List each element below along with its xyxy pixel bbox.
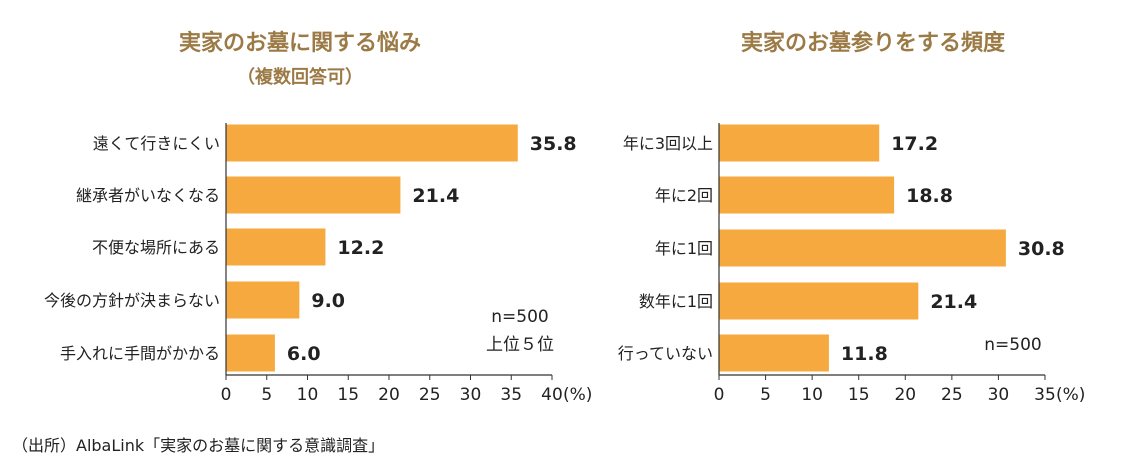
worries-bar (226, 228, 326, 266)
visits-value-label: 17.2 (891, 133, 938, 155)
worries-category-label: 遠くて行きにくい (93, 134, 220, 153)
worries-category-label: 不便な場所にある (92, 238, 220, 257)
visits-category-label: 年に3回以上 (623, 134, 713, 153)
visits-bar (719, 334, 829, 372)
worries-x-tick-label: 40 (541, 385, 563, 405)
worries-unit-label: (%) (563, 385, 592, 405)
worries-x-tick-label: 25 (419, 385, 441, 405)
visits-unit-label: (%) (1056, 385, 1085, 405)
worries-bar (226, 281, 300, 319)
worries-x-tick-label: 35 (500, 385, 522, 405)
worries-x-tick-label: 15 (337, 385, 359, 405)
visits-bar (719, 124, 880, 162)
worries-value-label: 21.4 (412, 185, 459, 207)
visits-value-label: 18.8 (906, 185, 953, 207)
worries-category-label: 今後の方針が決まらない (44, 291, 220, 310)
worries-chart-subtitle: （複数回答可） (237, 66, 363, 88)
visits-category-label: 行っていない (618, 344, 713, 363)
visits-x-tick-label: 5 (760, 385, 771, 405)
source-note: （出所）AlbaLink「実家のお墓に関する意識調査」 (12, 436, 385, 455)
worries-bar (226, 176, 401, 214)
worries-value-label: 12.2 (337, 237, 384, 259)
visits-bar (719, 176, 895, 214)
visits-bar (719, 229, 1006, 267)
visits-note: n=500 (984, 335, 1041, 355)
visits-x-tick-label: 10 (801, 385, 823, 405)
worries-category-label: 手入れに手間がかかる (60, 344, 220, 363)
visits-category-label: 数年に1回 (639, 292, 713, 311)
visits-x-tick-label: 35 (1034, 385, 1056, 405)
worries-category-label: 継承者がいなくなる (76, 186, 220, 205)
visits-bar (719, 282, 919, 320)
worries-bar (226, 334, 275, 372)
visits-x-tick-label: 0 (714, 385, 725, 405)
visits-value-label: 11.8 (841, 343, 888, 365)
worries-bar (226, 124, 518, 162)
visits-value-label: 21.4 (930, 291, 977, 313)
worries-chart-title: 実家のお墓に関する悩み (179, 30, 421, 56)
worries-value-label: 6.0 (287, 343, 321, 365)
visits-category-label: 年に1回 (655, 239, 713, 258)
visits-x-tick-label: 25 (941, 385, 963, 405)
visits-x-tick-label: 20 (894, 385, 916, 405)
visits-value-label: 30.8 (1018, 238, 1065, 260)
worries-x-tick-label: 0 (221, 385, 232, 405)
visits-x-tick-label: 30 (988, 385, 1010, 405)
worries-x-tick-label: 20 (378, 385, 400, 405)
worries-x-tick-label: 5 (261, 385, 272, 405)
visits-x-tick-label: 15 (848, 385, 870, 405)
worries-x-tick-label: 30 (460, 385, 482, 405)
worries-note: 上位５位 (486, 335, 554, 355)
worries-note: n=500 (491, 307, 548, 327)
worries-value-label: 35.8 (530, 133, 577, 155)
visits-chart-title: 実家のお墓参りをする頻度 (741, 30, 1006, 56)
worries-value-label: 9.0 (311, 290, 345, 312)
visits-category-label: 年に2回 (655, 186, 713, 205)
worries-x-tick-label: 10 (297, 385, 319, 405)
